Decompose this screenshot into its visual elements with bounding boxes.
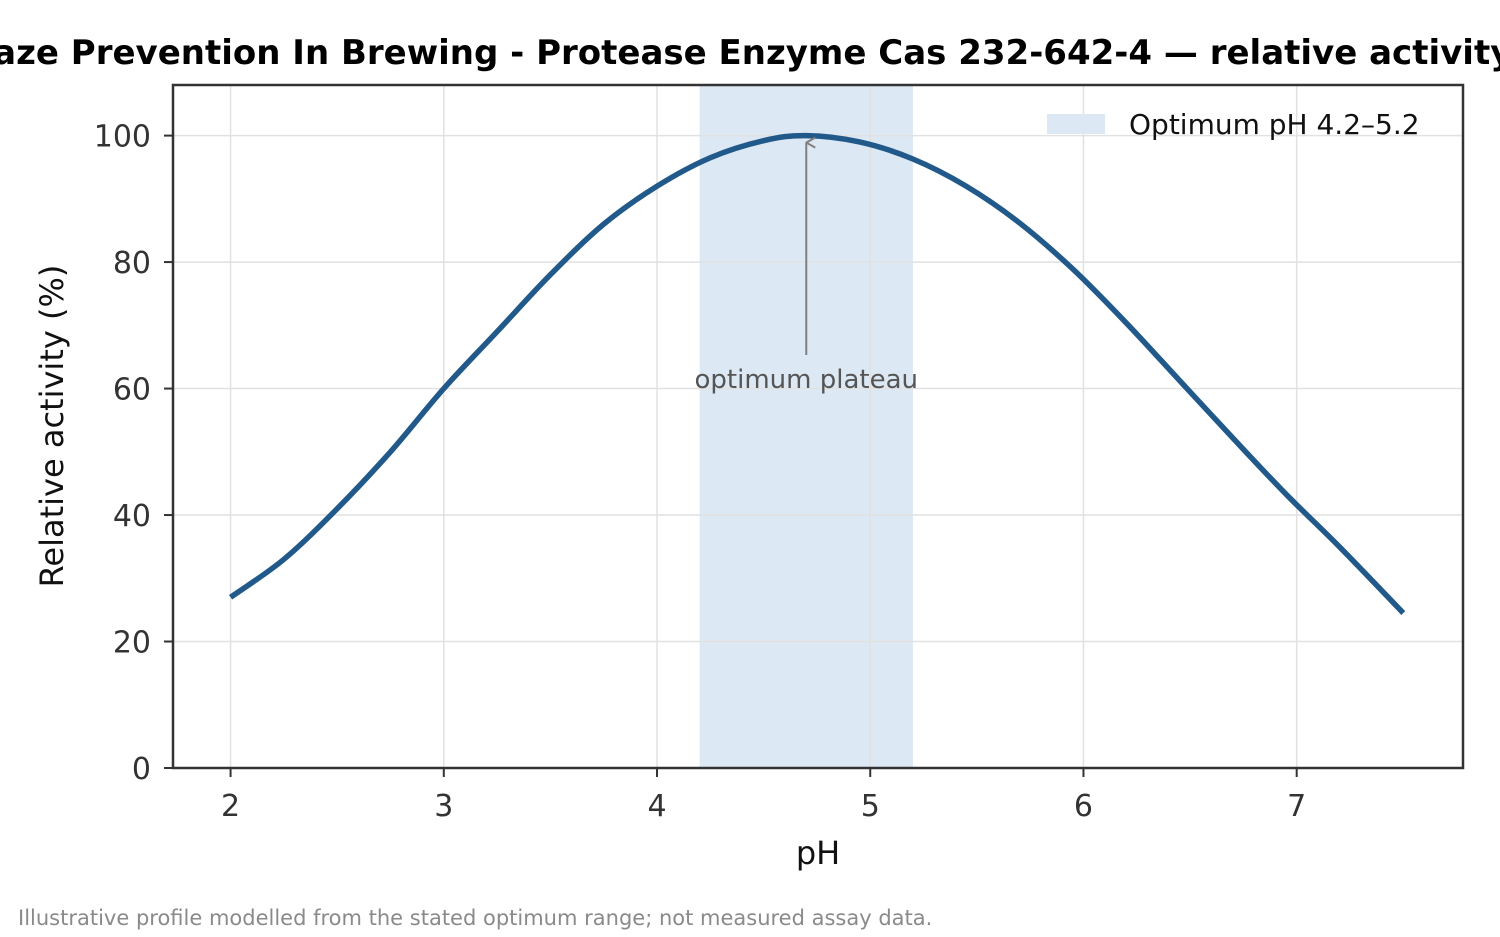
- chart-title: Chill Haze Prevention In Brewing - Prote…: [0, 33, 1500, 73]
- series-line: [228, 132, 1406, 615]
- legend-label: Optimum pH 4.2–5.2: [1129, 108, 1420, 141]
- y-tick-label: 0: [132, 752, 151, 787]
- annotation-layer: optimum plateau: [695, 143, 919, 395]
- line-layer: [228, 132, 1406, 615]
- legend: Optimum pH 4.2–5.2: [1047, 108, 1420, 141]
- x-axis-label: pH: [796, 834, 840, 872]
- x-tick-label: 3: [434, 789, 453, 824]
- y-tick-label: 80: [113, 246, 151, 281]
- x-tick-label: 6: [1074, 789, 1093, 824]
- y-tick-label: 20: [113, 626, 151, 661]
- annotation-text: optimum plateau: [695, 365, 919, 395]
- y-tick-label: 40: [113, 499, 151, 534]
- plot-frame: [171, 83, 1465, 770]
- x-tick-label: 7: [1287, 789, 1306, 824]
- x-tick-label: 4: [647, 789, 666, 824]
- footnote: Illustrative profile modelled from the s…: [18, 906, 932, 930]
- y-axis-label: Relative activity (%): [33, 265, 71, 588]
- y-tick-label: 100: [94, 120, 151, 155]
- tick-layer: 2 3 4 5 6 7 0 20 40 60 80 100: [94, 120, 1306, 824]
- y-tick-label: 60: [113, 373, 151, 408]
- legend-swatch: [1047, 114, 1105, 134]
- x-tick-label: 2: [221, 789, 240, 824]
- x-tick-label: 5: [861, 789, 880, 824]
